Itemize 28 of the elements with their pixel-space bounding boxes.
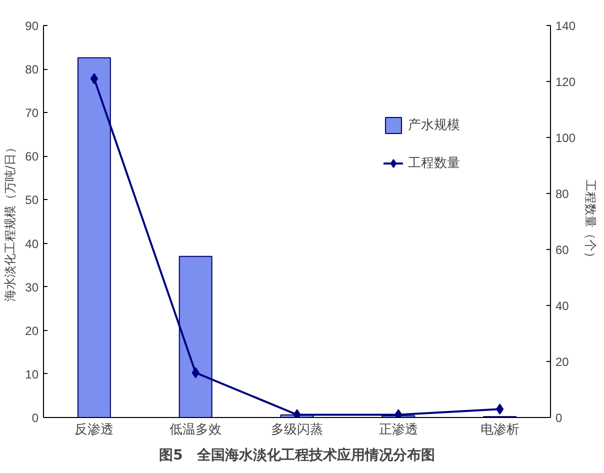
x-tick-label: 反渗透 <box>74 422 114 438</box>
y2-tick-label: 120 <box>556 75 576 89</box>
y-tick-label: 90 <box>25 19 39 33</box>
y-tick-label: 40 <box>25 236 39 251</box>
y2-tick-label: 100 <box>556 131 576 145</box>
y-tick-label: 70 <box>25 106 39 120</box>
y2-tick-label: 140 <box>556 19 576 33</box>
y-tick-label: 20 <box>25 324 39 338</box>
y-tick-label: 50 <box>25 193 39 208</box>
x-tick-label: 低温多效 <box>170 422 222 438</box>
y-tick-label: 30 <box>25 280 39 294</box>
y-tick-label: 10 <box>25 367 39 382</box>
legend-label: 产水规模 <box>408 117 460 134</box>
y2-tick-label: 60 <box>556 243 570 257</box>
y2-tick-label: 20 <box>556 355 570 369</box>
y-tick-label: 80 <box>25 62 39 77</box>
y2-tick-label: 0 <box>556 411 562 425</box>
y-axis-title: 海水淡化工程规模（万吨/日） <box>3 141 18 302</box>
x-tick-label: 正渗透 <box>378 422 418 438</box>
y2-axis-title: 工程数量（个） <box>584 180 598 264</box>
y-tick-label: 60 <box>25 150 39 164</box>
x-tick-label: 多级闪蒸 <box>271 422 323 438</box>
y-tick-label: 0 <box>32 411 39 425</box>
x-tick-label: 电渗析 <box>480 422 520 438</box>
y2-tick-label: 40 <box>556 299 570 313</box>
y2-tick-label: 80 <box>556 187 570 201</box>
legend-label: 工程数量 <box>408 155 460 172</box>
text: 图5 全国海水淡化工程技术应用情况分布图 <box>159 446 435 464</box>
